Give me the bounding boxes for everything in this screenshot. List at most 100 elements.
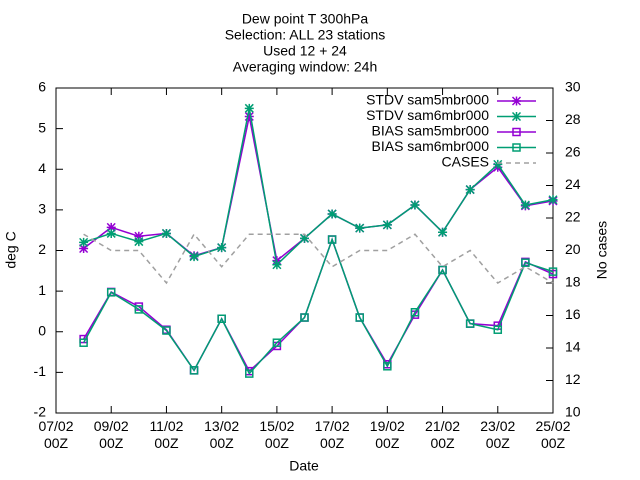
marker-box [217, 314, 226, 323]
marker-star [438, 227, 448, 237]
marker-star [520, 200, 530, 210]
marker [438, 265, 447, 275]
marker-box [189, 366, 199, 375]
marker-star [511, 111, 522, 122]
marker-star [299, 233, 310, 243]
series-line [82, 237, 554, 375]
marker [410, 200, 420, 210]
marker [189, 366, 199, 375]
marker [493, 325, 503, 334]
marker [521, 258, 530, 267]
x-tick-label: 17/02 00Z [315, 418, 350, 451]
marker [511, 96, 522, 106]
marker [189, 252, 199, 262]
y2-tick-label: 14 [565, 339, 581, 355]
marker [79, 237, 89, 247]
marker [161, 228, 171, 238]
marker [512, 143, 521, 152]
marker [272, 338, 282, 347]
marker [244, 103, 254, 113]
marker [299, 233, 310, 243]
marker [410, 308, 420, 317]
marker [548, 267, 558, 276]
x-tick-label: 25/02 00Z [535, 418, 570, 451]
marker-star [134, 231, 144, 241]
marker [217, 243, 227, 253]
y-tick-label: 6 [38, 79, 46, 95]
marker [106, 288, 116, 297]
marker [383, 362, 392, 371]
y-tick-label: 5 [38, 119, 46, 135]
y2-tick-label: 20 [565, 241, 581, 257]
marker [106, 228, 116, 238]
marker [106, 222, 116, 232]
y2-tick-label: 26 [565, 144, 581, 160]
legend-label: CASES [442, 154, 489, 170]
x-tick-label: 11/02 00Z [149, 418, 183, 451]
marker [548, 195, 558, 205]
marker [520, 200, 530, 210]
x-tick-label: 09/02 00Z [94, 418, 129, 451]
y-axis-label: deg C [3, 231, 19, 268]
y-tick-label: -2 [34, 404, 47, 420]
x-tick-label: 07/02 00Z [38, 418, 73, 451]
x-axis-label: Date [289, 458, 319, 474]
y-tick-label: 1 [38, 282, 46, 298]
marker [493, 159, 503, 169]
marker [245, 369, 254, 378]
marker-star [355, 223, 365, 233]
y2-tick-label: 16 [565, 306, 581, 322]
marker-star [79, 243, 89, 253]
marker-box [327, 235, 337, 244]
marker [272, 260, 282, 270]
series-line [83, 232, 554, 285]
marker-star [244, 103, 254, 113]
marker [438, 227, 448, 237]
x-tick-label: 13/02 00Z [204, 418, 239, 451]
marker [355, 223, 365, 233]
x-tick-label: 23/02 00Z [480, 418, 515, 451]
marker [300, 313, 309, 322]
y-tick-label: 2 [38, 241, 46, 257]
marker [244, 111, 254, 121]
y2-axis-label: No cases [594, 221, 610, 279]
chart-title: Averaging window: 24h [233, 59, 378, 75]
chart-title: Selection: ALL 23 stations [225, 27, 386, 43]
marker-box [272, 338, 282, 347]
marker [79, 338, 88, 347]
x-tick-label: 15/02 00Z [259, 418, 294, 451]
marker-star [134, 237, 144, 247]
marker-box [465, 319, 475, 328]
marker-box [106, 288, 116, 297]
marker-star [244, 111, 254, 121]
marker-box [493, 325, 503, 334]
marker [327, 235, 337, 244]
legend-label: STDV sam5mbr000 [366, 92, 489, 108]
marker-box [410, 308, 420, 317]
y-tick-label: 4 [38, 160, 46, 176]
marker [465, 319, 475, 328]
marker-box [512, 127, 521, 137]
y-tick-label: -1 [34, 363, 47, 379]
legend-label: BIAS sam5mbr000 [372, 123, 490, 139]
y2-tick-label: 28 [565, 111, 581, 127]
marker-box [355, 313, 364, 322]
chart-title: Used 12 + 24 [263, 43, 347, 59]
legend-label: STDV sam6mbr000 [366, 107, 489, 123]
marker-star [217, 243, 227, 253]
marker-star [161, 228, 171, 238]
x-tick-label: 19/02 00Z [370, 418, 405, 451]
marker-box [548, 267, 558, 276]
marker-star [465, 185, 475, 195]
y2-tick-label: 30 [565, 79, 581, 95]
marker-box [438, 265, 447, 275]
x-tick-label: 21/02 00Z [425, 418, 460, 451]
marker-star [327, 209, 337, 219]
marker [465, 185, 475, 195]
marker-star [106, 222, 116, 232]
marker [355, 313, 364, 322]
marker [79, 243, 89, 253]
marker [511, 111, 522, 122]
marker-box [383, 362, 392, 371]
